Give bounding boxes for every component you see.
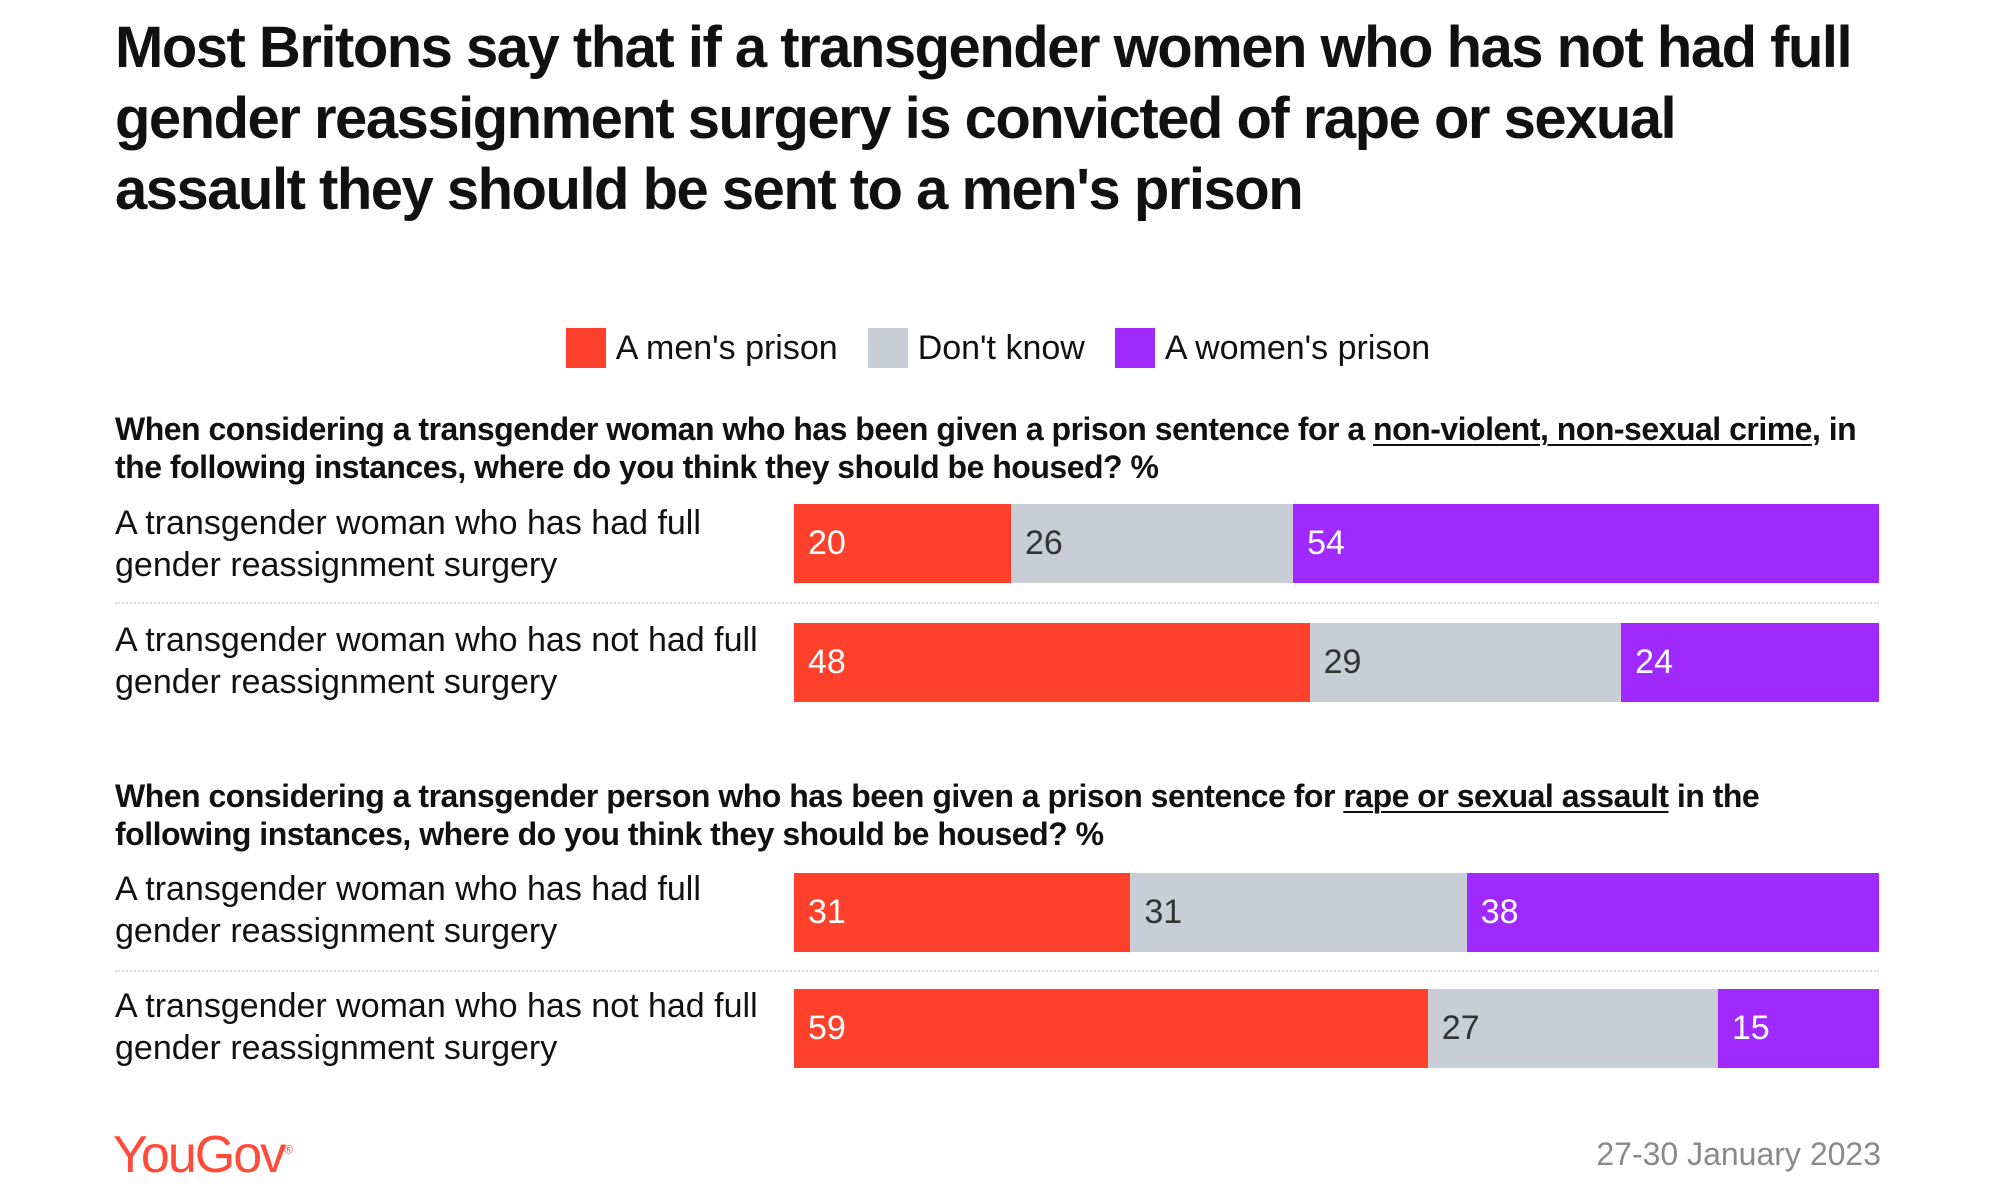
bar-segment-womens-prison: 24 bbox=[1621, 623, 1879, 702]
data-label: 15 bbox=[1731, 1009, 1770, 1047]
bar-segment-dont-know: 31 bbox=[1130, 873, 1467, 952]
stacked-bar: 20 26 54 bbox=[794, 504, 1879, 583]
subtitle-emphasis: non-violent, non-sexual crime bbox=[1373, 411, 1812, 447]
data-label: 31 bbox=[808, 893, 846, 931]
stacked-bar: 31 31 38 bbox=[794, 873, 1879, 952]
legend-label: A men's prison bbox=[615, 328, 838, 367]
subtitle-text: in the following instances, where do you… bbox=[115, 778, 1760, 852]
subtitle-text: When considering a transgender woman who… bbox=[115, 411, 1374, 447]
row-divider bbox=[115, 602, 1879, 604]
bar-segment-dont-know: 27 bbox=[1427, 989, 1718, 1068]
panel-1-subtitle: When considering a transgender woman who… bbox=[115, 410, 1875, 486]
legend-item-dont-know: Don't know bbox=[867, 328, 1085, 368]
row-label: A transgender woman who has had full gen… bbox=[115, 504, 701, 584]
bar-segment-dont-know: 29 bbox=[1309, 623, 1622, 702]
row-label: A transgender woman who has had full gen… bbox=[115, 870, 701, 950]
legend-item-womens-prison: A women's prison bbox=[1114, 328, 1431, 368]
data-label: 29 bbox=[1323, 643, 1362, 681]
fieldwork-date: 27-30 January 2023 bbox=[1596, 1136, 1881, 1172]
chart-title: Most Britons say that if a transgender w… bbox=[115, 15, 1853, 222]
data-label: 31 bbox=[1144, 893, 1183, 931]
bar-segment-mens-prison: 20 bbox=[794, 504, 1011, 583]
row-label: A transgender woman who has not had full… bbox=[115, 621, 758, 701]
legend-swatch bbox=[867, 328, 908, 368]
bar-segment-mens-prison: 48 bbox=[794, 623, 1310, 702]
legend-label: A women's prison bbox=[1164, 328, 1431, 367]
data-label: 27 bbox=[1441, 1009, 1480, 1047]
data-label: 54 bbox=[1307, 524, 1345, 562]
subtitle-text: , in the following instances, where do y… bbox=[115, 411, 1857, 485]
panel-2-subtitle: When considering a transgender person wh… bbox=[115, 777, 1875, 853]
registered-mark: ® bbox=[284, 1142, 293, 1157]
legend-label: Don't know bbox=[917, 328, 1085, 367]
bar-segment-mens-prison: 59 bbox=[794, 989, 1428, 1068]
legend-swatch bbox=[565, 328, 606, 368]
bar-segment-dont-know: 26 bbox=[1011, 504, 1294, 583]
data-label: 59 bbox=[808, 1009, 846, 1047]
row-label: A transgender woman who has not had full… bbox=[115, 987, 758, 1067]
stacked-bar: 59 27 15 bbox=[794, 989, 1879, 1068]
data-label: 20 bbox=[808, 524, 846, 562]
bar-segment-womens-prison: 15 bbox=[1717, 989, 1879, 1068]
legend-item-mens-prison: A men's prison bbox=[565, 328, 838, 368]
subtitle-text: When considering a transgender person wh… bbox=[115, 778, 1344, 814]
logo-text: YouGov bbox=[113, 1126, 286, 1184]
row-divider bbox=[115, 970, 1879, 972]
yougov-logo: YouGov® bbox=[113, 1125, 293, 1185]
bar-segment-womens-prison: 38 bbox=[1466, 873, 1879, 952]
data-label: 24 bbox=[1635, 643, 1673, 681]
bar-segment-mens-prison: 31 bbox=[794, 873, 1131, 952]
legend: A men's prison Don't know A women's pris… bbox=[0, 328, 1996, 368]
data-label: 48 bbox=[808, 643, 846, 681]
subtitle-emphasis: rape or sexual assault bbox=[1343, 778, 1669, 814]
data-label: 38 bbox=[1480, 893, 1519, 931]
stacked-bar: 48 29 24 bbox=[794, 623, 1879, 702]
bar-segment-womens-prison: 54 bbox=[1293, 504, 1879, 583]
data-label: 26 bbox=[1025, 524, 1063, 562]
legend-swatch bbox=[1114, 328, 1155, 368]
